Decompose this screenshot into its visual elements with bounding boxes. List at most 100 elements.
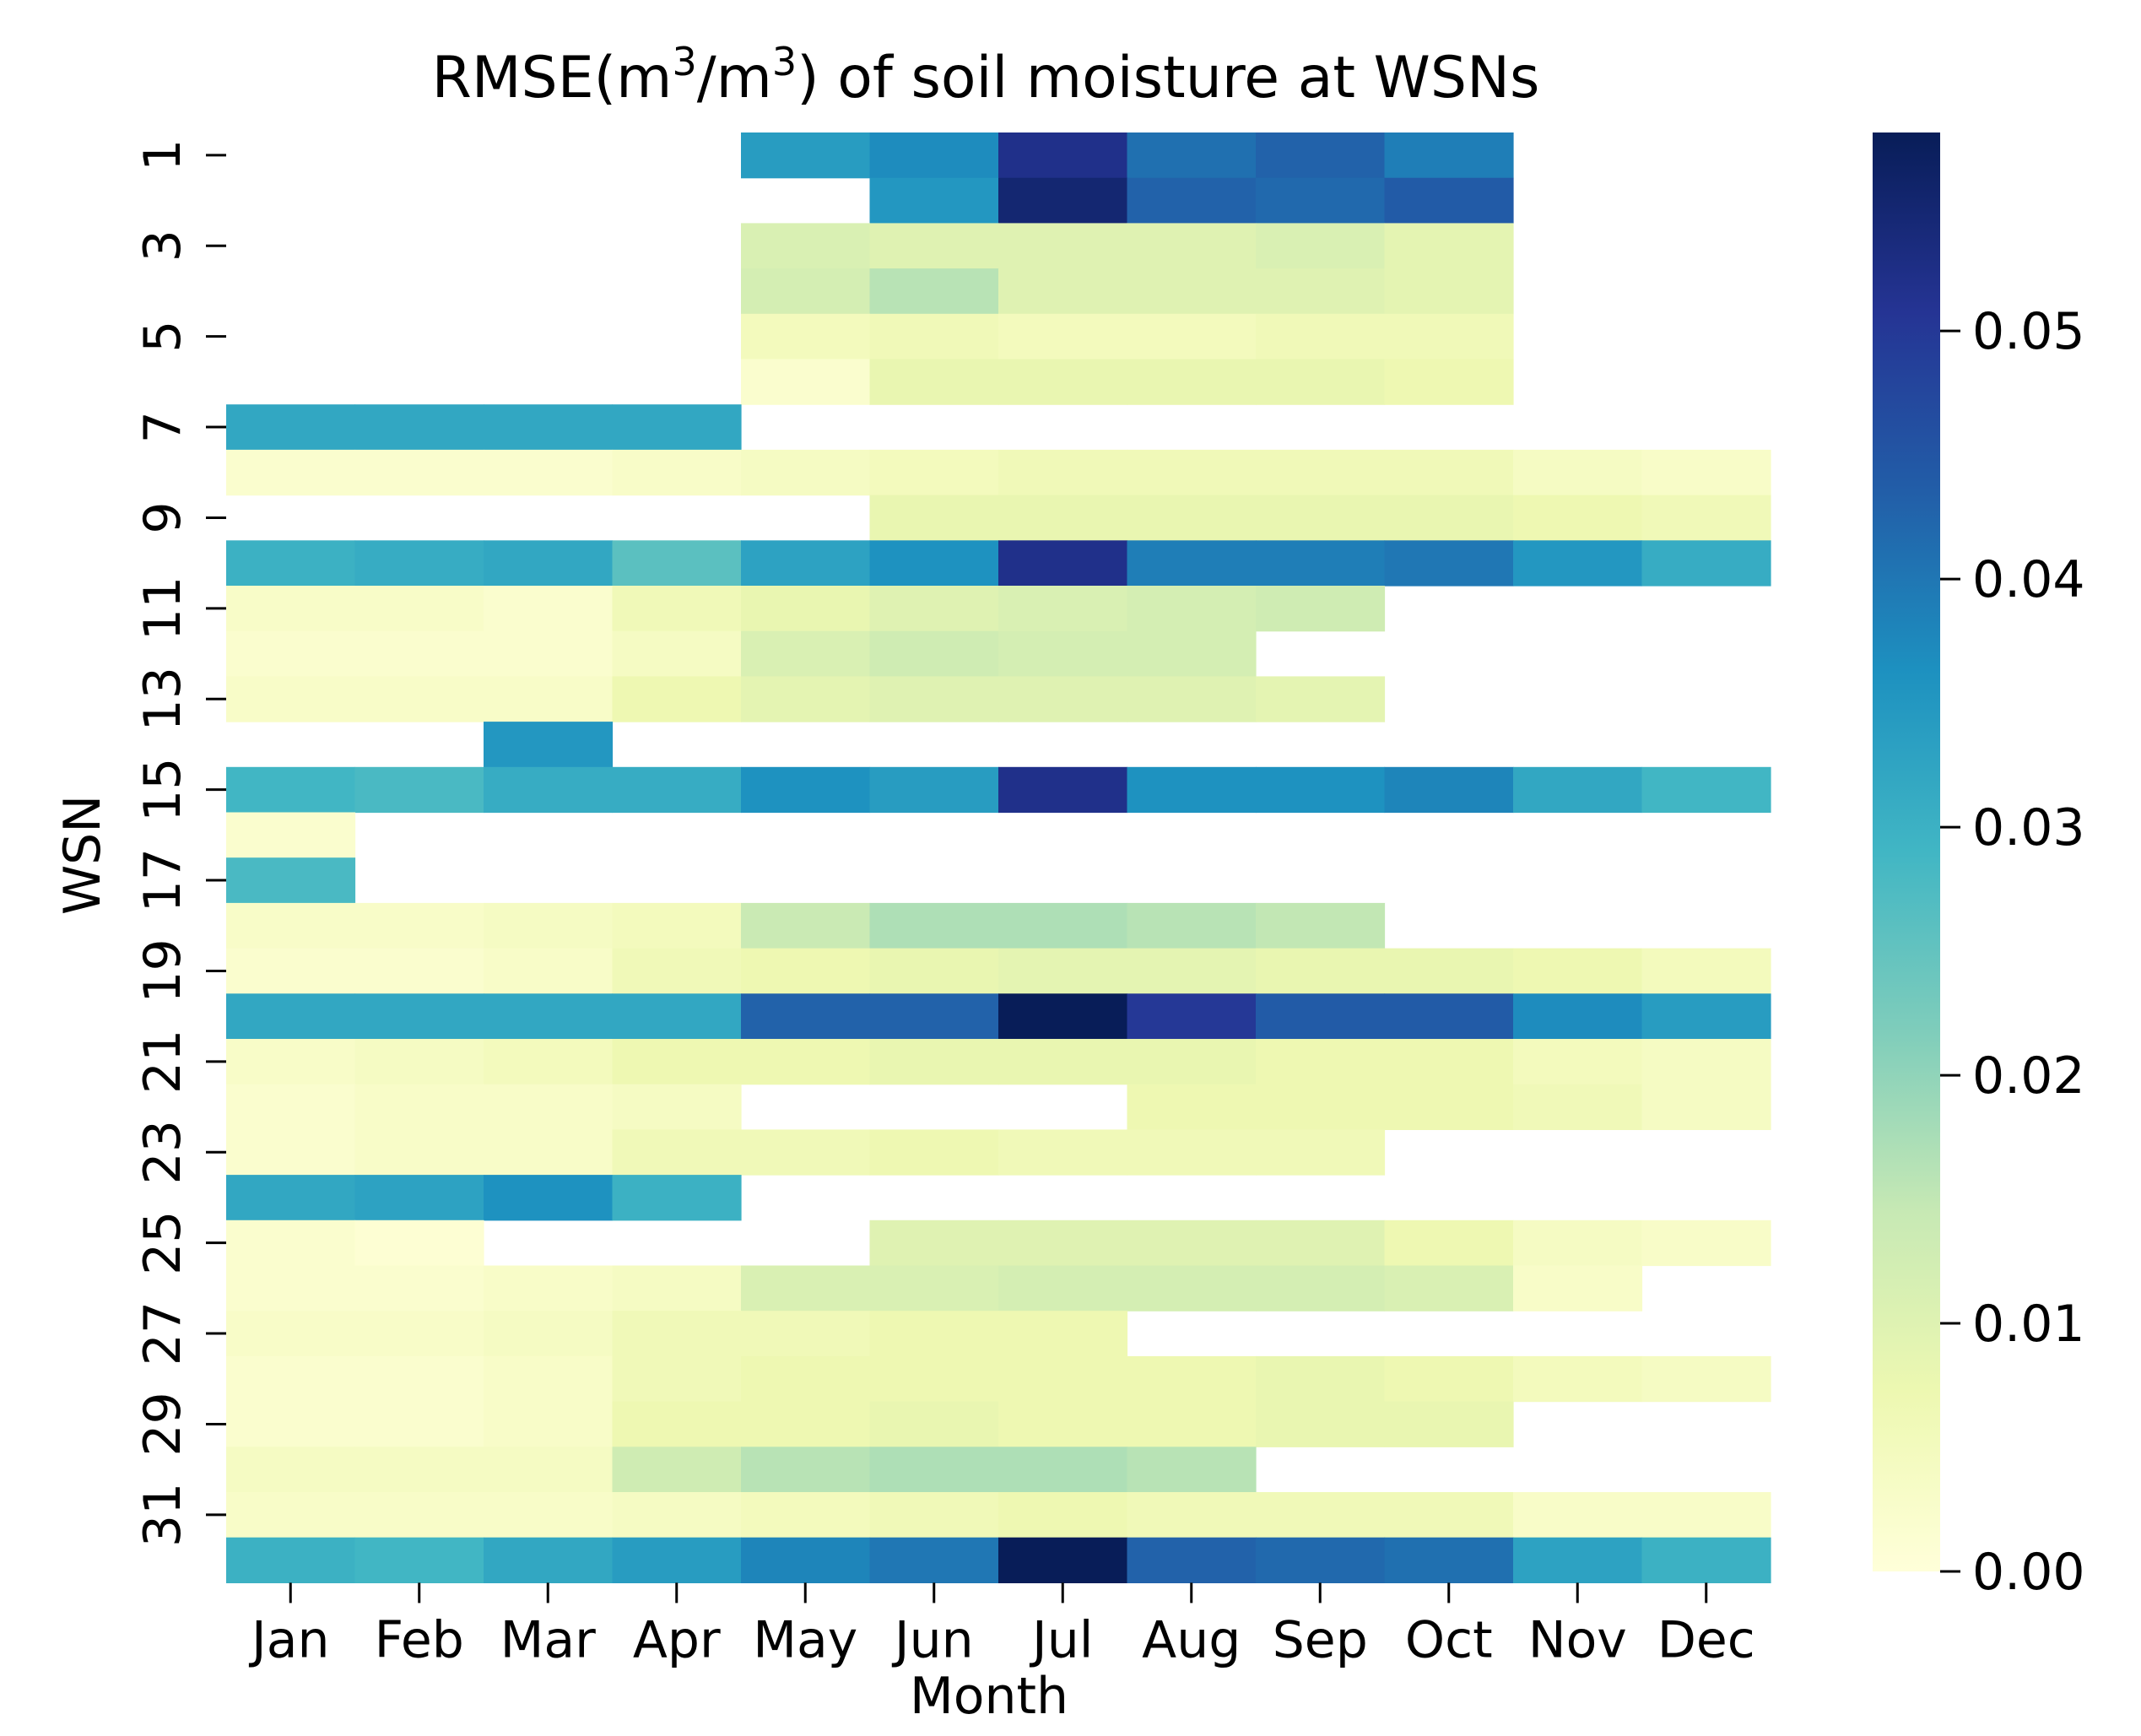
heatmap-cell-wsn12-aug	[1127, 630, 1257, 677]
heatmap-cell-wsn23-jun	[869, 1129, 999, 1176]
heatmap-cell-wsn24-feb	[354, 1175, 484, 1221]
y-tick-label-25: 25	[133, 1211, 192, 1275]
heatmap-cell-wsn18-jul	[998, 902, 1128, 949]
heatmap-cell-wsn20-jul	[998, 993, 1128, 1040]
heatmap-cell-wsn20-aug	[1127, 993, 1257, 1040]
heatmap-cell-wsn4-may	[741, 268, 871, 315]
heatmap-cell-wsn18-jun	[869, 902, 999, 949]
x-tick-label-mar: Mar	[500, 1610, 597, 1669]
heatmap-cell-wsn23-aug	[1127, 1129, 1257, 1176]
heatmap-cell-wsn19-jan	[226, 948, 356, 994]
heatmap-cell-wsn10-mar	[484, 540, 614, 587]
heatmap-cell-wsn19-jul	[998, 948, 1128, 994]
heatmap-cell-wsn4-aug	[1127, 268, 1257, 315]
heatmap-cell-wsn2-oct	[1384, 177, 1514, 224]
heatmap-cell-wsn8-sep	[1256, 449, 1386, 496]
heatmap-cells	[226, 132, 1771, 1583]
heatmap-cell-wsn11-jun	[869, 586, 999, 632]
heatmap-cell-wsn28-mar	[484, 1355, 614, 1403]
heatmap-cell-wsn31-jan	[226, 1492, 356, 1539]
heatmap-cell-wsn9-jul	[998, 495, 1128, 541]
heatmap-cell-wsn26-mar	[484, 1265, 614, 1311]
heatmap-cell-wsn30-jun	[869, 1447, 999, 1493]
heatmap-cell-wsn22-dec	[1641, 1084, 1771, 1130]
x-tick-label-nov: Nov	[1528, 1610, 1627, 1669]
heatmap-cell-wsn1-jul	[998, 132, 1128, 179]
heatmap-cell-wsn28-sep	[1256, 1355, 1386, 1403]
y-tick-label-23: 23	[133, 1120, 192, 1184]
heatmap-cell-wsn29-aug	[1127, 1401, 1257, 1447]
y-tick-label-9: 9	[133, 501, 192, 533]
x-tick-label-oct: Oct	[1405, 1610, 1493, 1669]
heatmap-cell-wsn24-mar	[484, 1175, 614, 1221]
y-tick-label-13: 13	[133, 667, 192, 731]
x-tick-label-sep: Sep	[1273, 1610, 1368, 1669]
heatmap-cell-wsn8-dec	[1641, 449, 1771, 496]
x-tick-label-feb: Feb	[375, 1610, 464, 1669]
colorbar-tick-label: 0.00	[1972, 1543, 2085, 1602]
heatmap-cell-wsn21-dec	[1641, 1039, 1771, 1085]
heatmap-cell-wsn16-jan	[226, 812, 356, 858]
heatmap-cell-wsn29-may	[741, 1401, 871, 1447]
heatmap-cell-wsn3-oct	[1384, 223, 1514, 269]
heatmap-cell-wsn15-feb	[354, 766, 484, 814]
heatmap-cell-wsn5-jun	[869, 313, 999, 360]
heatmap-cell-wsn2-jun	[869, 177, 999, 224]
heatmap-cell-wsn13-jun	[869, 676, 999, 722]
heatmap-cell-wsn23-mar	[484, 1129, 614, 1176]
heatmap-cell-wsn12-jun	[869, 630, 999, 677]
colorbar-gradient	[1873, 132, 1940, 1571]
heatmap-cell-wsn10-nov	[1513, 540, 1643, 587]
heatmap-cell-wsn27-jan	[226, 1311, 356, 1357]
heatmap-cell-wsn22-apr	[612, 1084, 742, 1130]
heatmap-cell-wsn8-apr	[612, 449, 742, 496]
heatmap-cell-wsn1-sep	[1256, 132, 1386, 179]
x-tick-label-may: May	[753, 1610, 857, 1669]
heatmap-cell-wsn31-nov	[1513, 1492, 1643, 1539]
heatmap-cell-wsn28-feb	[354, 1355, 484, 1403]
heatmap-cell-wsn11-jan	[226, 586, 356, 632]
heatmap-cell-wsn9-jun	[869, 495, 999, 541]
heatmap-cell-wsn18-feb	[354, 902, 484, 949]
heatmap-cell-wsn28-oct	[1384, 1355, 1514, 1403]
heatmap-cell-wsn26-nov	[1513, 1265, 1643, 1311]
heatmap-cell-wsn7-jan	[226, 404, 356, 451]
heatmap-cell-wsn9-oct	[1384, 495, 1514, 541]
heatmap-cell-wsn15-mar	[484, 766, 614, 814]
heatmap-cell-wsn15-may	[741, 766, 871, 814]
heatmap-cell-wsn20-jun	[869, 993, 999, 1040]
heatmap-cell-wsn27-feb	[354, 1311, 484, 1357]
heatmap-cell-wsn12-feb	[354, 630, 484, 677]
heatmap-cell-wsn22-aug	[1127, 1084, 1257, 1130]
heatmap-cell-wsn22-sep	[1256, 1084, 1386, 1130]
heatmap-cell-wsn19-apr	[612, 948, 742, 994]
heatmap-cell-wsn26-may	[741, 1265, 871, 1311]
heatmap-cell-wsn5-oct	[1384, 313, 1514, 360]
heatmap-cell-wsn23-may	[741, 1129, 871, 1176]
y-tick-label-17: 17	[133, 848, 192, 912]
heatmap-cell-wsn13-jul	[998, 676, 1128, 722]
heatmap-cell-wsn28-jun	[869, 1355, 999, 1403]
heatmap-cell-wsn6-oct	[1384, 359, 1514, 405]
heatmap-cell-wsn20-mar	[484, 993, 614, 1040]
heatmap-cell-wsn26-oct	[1384, 1265, 1514, 1311]
heatmap-cell-wsn26-apr	[612, 1265, 742, 1311]
heatmap-cell-wsn6-jul	[998, 359, 1128, 405]
heatmap-cell-wsn23-sep	[1256, 1129, 1386, 1176]
heatmap-cell-wsn20-jan	[226, 993, 356, 1040]
colorbar-tick-label: 0.02	[1972, 1046, 2085, 1106]
heatmap-cell-wsn29-feb	[354, 1401, 484, 1447]
heatmap-cell-wsn26-jul	[998, 1265, 1128, 1311]
heatmap-cell-wsn15-dec	[1641, 766, 1771, 814]
heatmap-cell-wsn30-may	[741, 1447, 871, 1493]
heatmap-cell-wsn30-jan	[226, 1447, 356, 1493]
y-tick-label-31: 31	[133, 1483, 192, 1547]
y-tick-label-29: 29	[133, 1392, 192, 1456]
heatmap-cell-wsn9-aug	[1127, 495, 1257, 541]
chart-title: RMSE(m3/m3) of soil moisture at WSNs	[432, 39, 1540, 111]
heatmap-cell-wsn25-jul	[998, 1220, 1128, 1267]
y-axis-label: WSN	[53, 795, 112, 915]
heatmap-cell-wsn11-jul	[998, 586, 1128, 632]
heatmap-cell-wsn19-feb	[354, 948, 484, 994]
heatmap-cell-wsn8-oct	[1384, 449, 1514, 496]
